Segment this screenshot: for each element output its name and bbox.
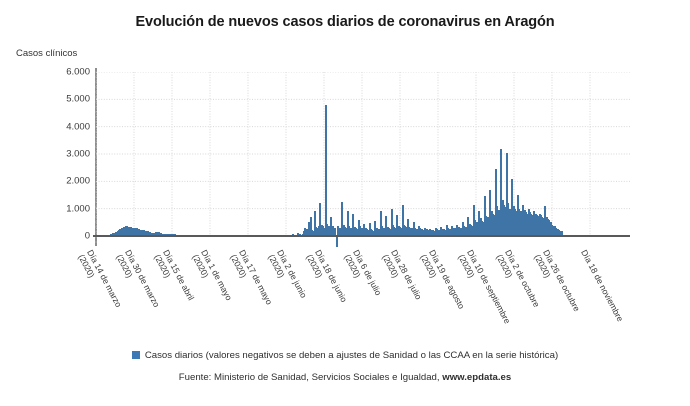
plot-area	[96, 72, 630, 236]
legend-swatch-icon	[131, 351, 140, 359]
y-tick-label: 4.000	[66, 121, 90, 133]
y-tick-label: 5.000	[66, 93, 90, 105]
y-tick-label: 1.000	[66, 203, 90, 215]
source-text: Fuente: Ministerio de Sanidad, Servicios…	[178, 372, 443, 383]
chart-title: Evolución de nuevos casos diarios de cor…	[135, 14, 555, 30]
x-tick-label: Día 6 de julio (2020)	[342, 248, 383, 302]
y-tick-label: 0	[84, 230, 90, 242]
chart-legend: Casos diarios (valores negativos se debe…	[0, 350, 690, 361]
x-tick-label: Día 26 de octubre (2020)	[532, 248, 582, 318]
x-tick-label-date: Día 18 de noviembre	[579, 248, 626, 324]
x-tick-label: Día 18 de noviembre	[579, 248, 625, 323]
bar	[335, 236, 338, 248]
grid-lines	[96, 72, 630, 236]
legend-label: Casos diarios (valores negativos se debe…	[144, 350, 559, 361]
y-axis-caption: Casos clínicos	[16, 48, 78, 59]
y-tick-label: 3.000	[66, 148, 90, 160]
zero-axis-line	[93, 235, 630, 238]
source-link[interactable]: www.epdata.es	[442, 372, 512, 383]
y-tick-label: 2.000	[66, 175, 90, 187]
x-tick-label: Día 2 de junio (2020)	[266, 248, 309, 304]
y-axis-ticks: 0 1.000 2.000 3.000 4.000 5.000 6.000	[34, 67, 90, 242]
chart-source: Fuente: Ministerio de Sanidad, Servicios…	[0, 372, 690, 383]
y-tick-label: 6.000	[66, 66, 90, 78]
y-axis-line	[95, 68, 97, 246]
bar	[324, 104, 327, 236]
